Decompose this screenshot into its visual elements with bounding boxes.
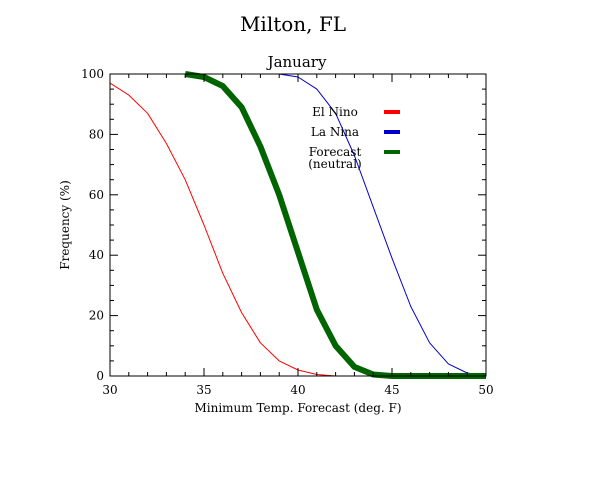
series-layer [109, 71, 487, 379]
y-tick-label: 80 [89, 127, 104, 141]
legend: El Nino La Nina Forecast (neutral) [308, 105, 400, 171]
series-line-2 [184, 71, 486, 379]
x-tick-label: 40 [290, 383, 305, 397]
legend-label-2: Forecast (neutral) [308, 145, 361, 171]
y-axis-label: Frequency (%) [58, 180, 72, 269]
y-tick-label: 20 [89, 309, 104, 323]
y-tick-label: 100 [81, 67, 104, 81]
legend-label-0: El Nino [312, 105, 358, 119]
legend-label-1: La Nina [311, 125, 359, 139]
chart-subtitle: January [266, 53, 327, 71]
chart-title: Milton, FL [240, 12, 346, 36]
y-tick-label: 60 [89, 188, 104, 202]
x-tick-label: 50 [478, 383, 493, 397]
series-line-0 [109, 82, 486, 377]
x-tick-label: 30 [102, 383, 117, 397]
axes-layer: 30 35 40 45 50 0 20 40 60 80 100 [81, 67, 494, 397]
x-tick-label: 35 [196, 383, 211, 397]
y-tick-label: 40 [89, 248, 104, 262]
x-tick-label: 45 [384, 383, 399, 397]
y-tick-label: 0 [96, 369, 104, 383]
series-line-1 [279, 73, 487, 377]
plot-frame [109, 73, 487, 377]
x-axis-label: Minimum Temp. Forecast (deg. F) [194, 401, 401, 415]
